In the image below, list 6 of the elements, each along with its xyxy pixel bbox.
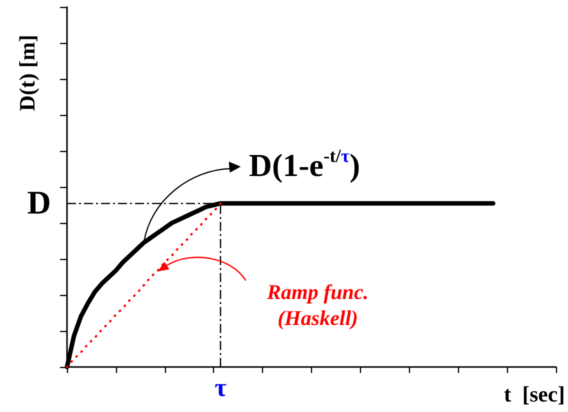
x-axis-title: t [sec] [504, 382, 565, 406]
ref-line-label: D [27, 185, 51, 222]
text: τ [214, 373, 227, 402]
y-axis-title: D(t) [m] [14, 34, 40, 112]
text: Ramp func. (Haskell) [266, 280, 370, 331]
legend-label: D(1-e$^{-t/}$$^{τ}$) [248, 145, 360, 184]
